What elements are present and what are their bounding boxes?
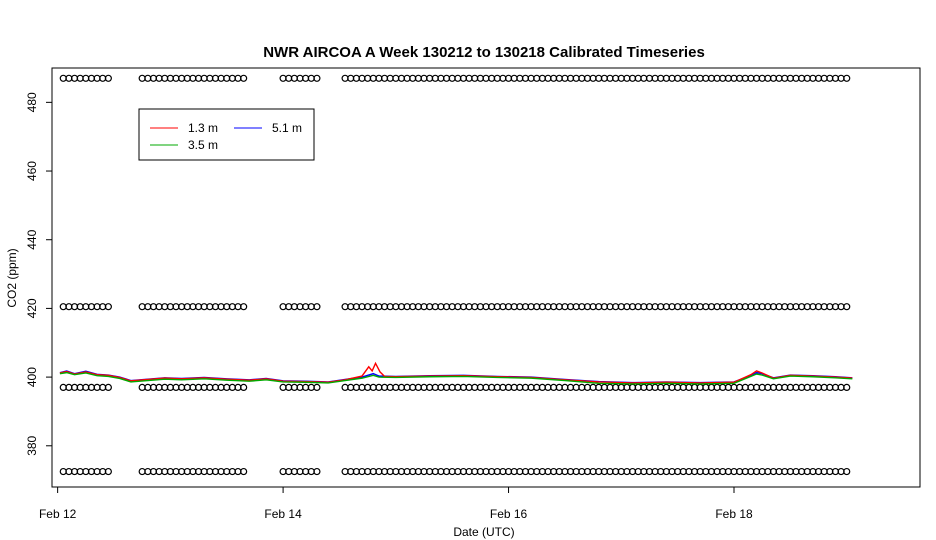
reference-point [104, 467, 112, 476]
legend-box [138, 108, 315, 161]
x-tick-label: Feb 18 [715, 507, 753, 521]
x-tick-label: Feb 12 [39, 507, 77, 521]
reference-point [843, 383, 851, 391]
reference-point [240, 467, 248, 476]
reference-point [313, 303, 321, 311]
reference-point [313, 74, 321, 82]
x-tick-label: Feb 14 [264, 507, 302, 521]
reference-point [104, 383, 112, 391]
y-tick-label: 440 [25, 229, 39, 249]
x-tick-label: Feb 16 [490, 507, 528, 521]
y-tick-label: 380 [25, 435, 39, 455]
legend-label-5-1m: 5.1 m [272, 121, 302, 135]
series-line-1-3-m [59, 361, 853, 384]
x-axis-label: Date (UTC) [453, 525, 514, 539]
reference-point [104, 303, 112, 311]
chart-title: NWR AIRCOA A Week 130212 to 130218 Calib… [263, 44, 705, 61]
y-axis: 380 400 420 440 460 480 [25, 92, 52, 456]
y-tick-label: 460 [25, 161, 39, 181]
reference-point [240, 383, 248, 391]
reference-point [313, 383, 321, 391]
y-tick-label: 420 [25, 298, 39, 318]
series-line-3-5-m [59, 371, 853, 385]
reference-point [843, 303, 851, 311]
y-tick-label: 480 [25, 92, 39, 112]
reference-point [240, 74, 248, 82]
y-axis-label: CO2 (ppm) [5, 248, 19, 307]
y-tick-label: 400 [25, 367, 39, 387]
legend-label-3-5m: 3.5 m [188, 138, 218, 152]
x-axis: Feb 12 Feb 14 Feb 16 Feb 18 [39, 486, 753, 521]
reference-point [240, 303, 248, 311]
reference-point [104, 74, 112, 82]
reference-point [313, 467, 321, 476]
legend: 1.3 m 5.1 m 3.5 m [138, 108, 315, 161]
reference-point [843, 74, 851, 82]
reference-point [843, 467, 851, 476]
reference-points [59, 74, 851, 476]
series-lines [59, 361, 853, 385]
legend-label-1-3m: 1.3 m [188, 121, 218, 135]
